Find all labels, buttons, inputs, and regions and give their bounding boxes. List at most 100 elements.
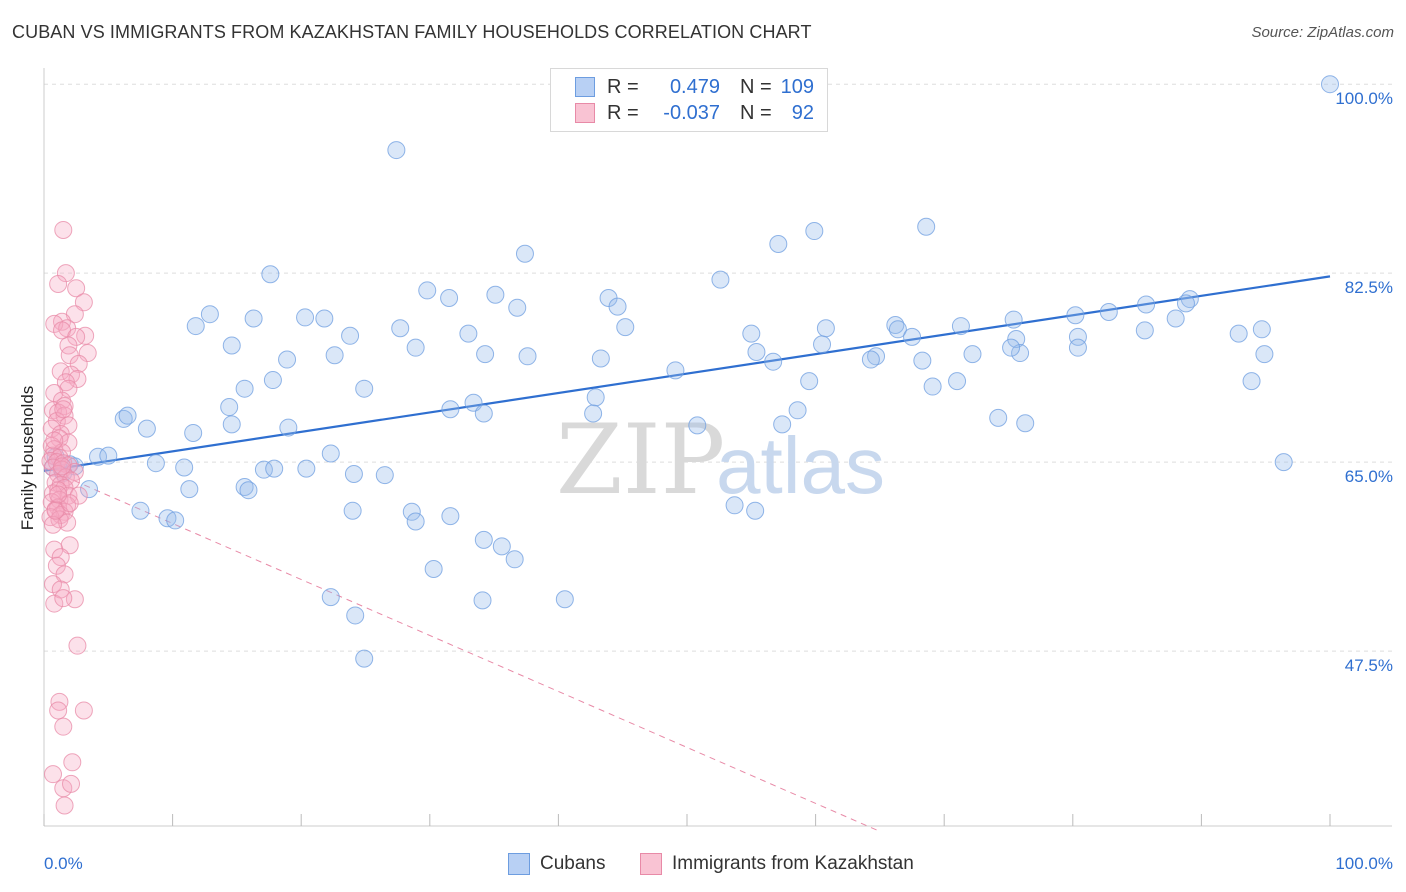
- data-point-cubans: [1321, 75, 1339, 94]
- data-point-kazakhstan: [51, 362, 70, 381]
- data-point-cubans: [813, 335, 832, 354]
- r-value: -0.037: [663, 101, 720, 124]
- n-label: N =: [740, 101, 772, 124]
- data-point-cubans: [220, 398, 239, 417]
- data-point-kazakhstan: [76, 326, 95, 345]
- data-point-cubans: [158, 509, 177, 528]
- data-point-cubans: [616, 318, 635, 337]
- data-point-cubans: [297, 459, 316, 478]
- data-point-cubans: [1166, 309, 1185, 328]
- data-point-kazakhstan: [67, 279, 86, 298]
- data-point-cubans: [355, 649, 374, 668]
- y-tick-label: 100.0%: [1335, 89, 1393, 108]
- data-point-cubans: [387, 141, 406, 160]
- data-point-kazakhstan: [55, 565, 74, 584]
- data-point-cubans: [948, 372, 967, 391]
- data-point-cubans: [474, 530, 493, 549]
- data-point-cubans: [608, 297, 627, 316]
- data-point-kazakhstan: [54, 400, 73, 419]
- data-point-cubans: [1255, 345, 1274, 364]
- data-point-cubans: [764, 352, 783, 371]
- data-point-cubans: [131, 501, 150, 520]
- data-point-kazakhstan: [49, 701, 68, 720]
- watermark-zip: ZIP: [556, 404, 725, 516]
- data-point-kazakhstan: [54, 589, 73, 608]
- data-point-kazakhstan: [74, 701, 93, 720]
- data-point-cubans: [555, 590, 574, 609]
- data-point-cubans: [486, 285, 505, 304]
- data-point-cubans: [184, 423, 203, 442]
- data-point-cubans: [1252, 320, 1271, 339]
- r-label: R =: [607, 101, 639, 124]
- data-point-kazakhstan: [49, 485, 68, 504]
- axes: [43, 68, 1392, 827]
- data-point-cubans: [1135, 321, 1154, 340]
- legend-item-cubans[interactable]: Cubans: [508, 852, 606, 876]
- gridlines: [44, 83, 1392, 652]
- data-point-cubans: [239, 481, 258, 500]
- stats-row-cubans: R = 0.479 N = 109: [575, 74, 814, 100]
- data-point-kazakhstan: [54, 220, 73, 239]
- data-point-cubans: [800, 372, 819, 391]
- data-point-kazakhstan: [62, 471, 81, 490]
- data-point-cubans: [261, 265, 280, 284]
- data-point-cubans: [296, 308, 315, 327]
- data-point-cubans: [166, 511, 185, 530]
- data-point-cubans: [474, 404, 493, 423]
- data-point-cubans: [175, 458, 194, 477]
- data-point-cubans: [180, 480, 199, 499]
- y-tick-label: 82.5%: [1345, 278, 1393, 297]
- data-point-cubans: [424, 560, 443, 579]
- data-point-cubans: [742, 324, 761, 343]
- data-point-cubans: [1229, 324, 1248, 343]
- data-point-kazakhstan: [45, 594, 64, 613]
- data-point-cubans: [963, 345, 982, 364]
- data-point-cubans: [773, 415, 792, 434]
- data-point-kazakhstan: [63, 753, 82, 772]
- y-tick-label: 47.5%: [1345, 656, 1393, 675]
- data-point-cubans: [263, 371, 282, 390]
- data-point-cubans: [505, 550, 524, 569]
- data-point-cubans: [711, 270, 730, 289]
- data-point-cubans: [279, 418, 298, 437]
- data-point-cubans: [355, 379, 374, 398]
- r-label: R =: [607, 75, 639, 98]
- data-point-cubans: [402, 502, 421, 521]
- data-point-cubans: [923, 377, 942, 396]
- data-point-kazakhstan: [62, 774, 81, 793]
- data-point-cubans: [80, 480, 99, 499]
- data-point-kazakhstan: [58, 513, 77, 532]
- data-point-cubans: [1011, 344, 1030, 363]
- data-point-cubans: [440, 288, 459, 307]
- data-point-cubans: [186, 317, 205, 336]
- trend-line-kazakhstan: [43, 467, 881, 832]
- data-point-cubans: [476, 345, 495, 364]
- data-point-cubans: [418, 281, 437, 300]
- data-point-cubans: [515, 244, 534, 263]
- data-point-cubans: [278, 350, 297, 369]
- data-point-cubans: [222, 415, 241, 434]
- data-point-cubans: [406, 338, 425, 357]
- data-point-kazakhstan: [53, 457, 72, 476]
- data-point-cubans: [315, 309, 334, 328]
- data-points: [41, 75, 1339, 815]
- data-point-cubans: [769, 235, 788, 254]
- data-point-kazakhstan: [49, 274, 68, 293]
- data-point-cubans: [1004, 310, 1023, 329]
- data-point-kazakhstan: [69, 486, 88, 505]
- data-point-cubans: [222, 336, 241, 355]
- data-point-cubans: [441, 507, 460, 526]
- r-value: 0.479: [669, 75, 720, 98]
- data-point-cubans: [346, 606, 365, 625]
- data-point-cubans: [917, 217, 936, 236]
- data-point-cubans: [805, 222, 824, 241]
- data-point-cubans: [244, 309, 263, 328]
- data-point-cubans: [951, 317, 970, 336]
- data-point-cubans: [341, 326, 360, 345]
- legend-item-kazakhstan[interactable]: Immigrants from Kazakhstan: [640, 852, 914, 876]
- trend-lines: [43, 275, 1331, 832]
- data-point-cubans: [518, 347, 537, 366]
- data-point-cubans: [391, 319, 410, 338]
- data-point-kazakhstan: [68, 636, 87, 655]
